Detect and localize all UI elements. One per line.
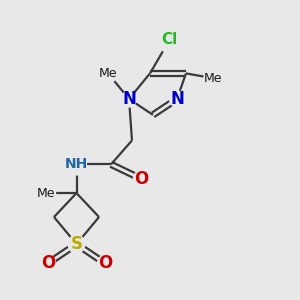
Circle shape	[122, 91, 136, 107]
Text: Me: Me	[99, 67, 117, 80]
Circle shape	[98, 255, 112, 271]
Text: O: O	[41, 254, 55, 272]
Text: S: S	[70, 235, 83, 253]
Circle shape	[134, 171, 148, 187]
Circle shape	[169, 91, 184, 107]
Circle shape	[99, 64, 117, 83]
Circle shape	[204, 69, 222, 88]
Circle shape	[68, 235, 85, 253]
Text: O: O	[98, 254, 112, 272]
Text: Me: Me	[37, 187, 56, 200]
Text: N: N	[122, 90, 136, 108]
Circle shape	[40, 255, 56, 271]
Text: N: N	[170, 90, 184, 108]
Circle shape	[38, 184, 56, 203]
Text: Cl: Cl	[161, 32, 178, 47]
Circle shape	[158, 27, 182, 53]
Text: Me: Me	[204, 72, 222, 85]
Text: NH: NH	[65, 158, 88, 171]
Circle shape	[67, 154, 86, 175]
Text: O: O	[134, 170, 148, 188]
